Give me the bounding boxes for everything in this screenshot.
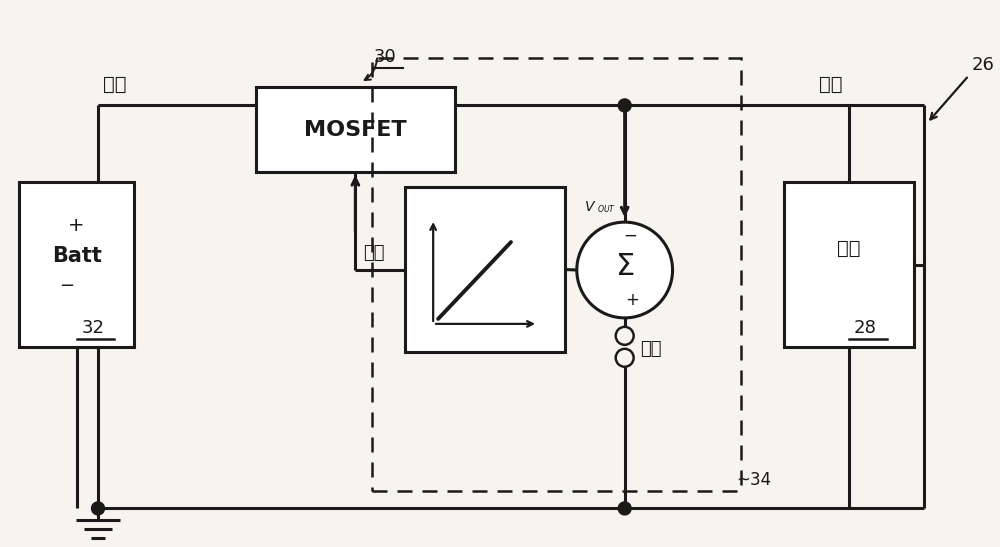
Text: −: −: [624, 227, 638, 245]
Text: MOSFET: MOSFET: [304, 120, 407, 140]
Text: +: +: [68, 216, 85, 235]
FancyBboxPatch shape: [19, 182, 134, 347]
Text: $\Sigma$: $\Sigma$: [615, 252, 634, 281]
Text: $V$: $V$: [584, 200, 597, 214]
Circle shape: [618, 99, 631, 112]
Text: ~34: ~34: [736, 472, 772, 490]
FancyBboxPatch shape: [405, 187, 565, 352]
Text: 32: 32: [82, 319, 105, 337]
Text: 控制: 控制: [363, 243, 385, 261]
Text: +: +: [626, 291, 640, 309]
FancyBboxPatch shape: [256, 88, 455, 172]
Text: 输入: 输入: [103, 74, 127, 94]
Circle shape: [616, 349, 634, 366]
Text: 启动: 启动: [640, 340, 661, 358]
Text: 输出: 输出: [819, 74, 843, 94]
Text: 26: 26: [972, 55, 995, 73]
Circle shape: [616, 327, 634, 345]
FancyBboxPatch shape: [784, 182, 914, 347]
Circle shape: [618, 502, 631, 515]
Text: 28: 28: [854, 319, 877, 337]
Text: $_{OUT}$: $_{OUT}$: [597, 203, 616, 216]
Text: 30: 30: [373, 48, 396, 66]
Text: 负载: 负载: [837, 238, 861, 258]
Circle shape: [92, 502, 105, 515]
Text: Batt: Batt: [52, 246, 102, 266]
Text: −: −: [59, 277, 74, 295]
Circle shape: [577, 222, 673, 318]
